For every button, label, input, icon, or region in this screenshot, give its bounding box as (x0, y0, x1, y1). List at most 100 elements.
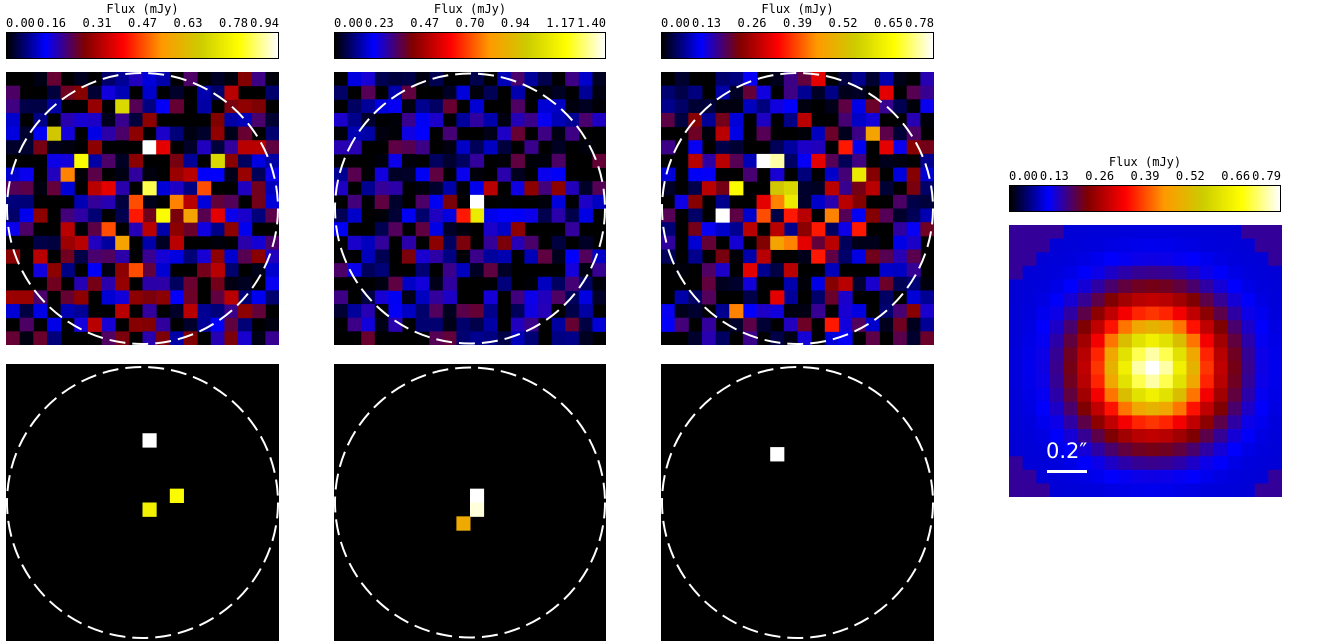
map-pixel (811, 290, 826, 305)
map-pixel (524, 140, 539, 155)
psf-pixel (1227, 469, 1242, 484)
map-pixel (402, 290, 417, 305)
map-pixel (906, 181, 921, 196)
map-pixel (60, 140, 75, 155)
map-pixel (838, 331, 853, 345)
colorbar-tick-label: 0.13 (692, 16, 721, 30)
map-pixel (388, 222, 403, 237)
map-pixel (33, 331, 48, 345)
psf-pixel (1104, 483, 1119, 497)
psf-pixel (1118, 265, 1133, 280)
map-pixel (429, 222, 444, 237)
aperture-circle (6, 72, 279, 345)
map-pixel (74, 290, 89, 305)
psf-pixel (1090, 442, 1106, 457)
map-pixel (87, 317, 103, 332)
map-pixel (688, 194, 703, 209)
map-pixel (470, 140, 485, 155)
map-pixel (197, 167, 212, 182)
psf-pixel (1090, 347, 1106, 362)
map-pixel (865, 72, 880, 87)
psf-pixel (1090, 225, 1106, 240)
map-pixel (33, 249, 48, 264)
map-pixel (156, 126, 171, 141)
map-pixel (742, 276, 758, 291)
psf-pixel (1118, 293, 1133, 308)
psf-pixel (1241, 265, 1256, 280)
map-pixel (824, 126, 839, 141)
map-pixel (729, 208, 744, 223)
map-pixel (388, 304, 403, 319)
map-pixel (811, 85, 826, 100)
map-pixel (142, 433, 157, 448)
map-pixel (893, 72, 908, 87)
map-pixel (470, 331, 485, 345)
map-pixel (783, 290, 798, 305)
psf-pixel (1159, 238, 1174, 253)
psf-pixel (1022, 225, 1037, 240)
psf-pixel (1241, 279, 1256, 294)
psf-pixel (1186, 374, 1201, 389)
map-pixel (906, 290, 921, 305)
psf-pixel (1090, 320, 1106, 335)
map-pixel (497, 194, 512, 209)
map-pixel (538, 194, 553, 209)
map-pixel (265, 140, 279, 155)
psf-pixel (1104, 401, 1119, 416)
psf-pixel (1200, 293, 1215, 308)
map-pixel (920, 304, 934, 319)
map-pixel (770, 194, 785, 209)
map-pixel (169, 331, 184, 345)
map-pixel (87, 263, 103, 278)
map-pixel (852, 167, 867, 182)
psf-pixel (1077, 265, 1092, 280)
map-pixel (238, 222, 253, 237)
map-pixel (334, 126, 349, 141)
map-pixel (770, 290, 785, 305)
psf-pixel (1241, 347, 1256, 362)
map-pixel (128, 263, 143, 278)
map-pixel (893, 140, 908, 155)
map-pixel (715, 72, 730, 87)
psf-pixel (1104, 429, 1119, 444)
psf-pixel (1036, 401, 1051, 416)
psf-pixel (1009, 469, 1024, 484)
psf-pixel (1036, 429, 1051, 444)
map-pixel (906, 331, 921, 345)
map-pixel (920, 167, 934, 182)
map-pixel (565, 331, 580, 345)
psf-pixel (1036, 415, 1051, 430)
map-pixel (893, 99, 908, 114)
map-pixel (688, 222, 703, 237)
map-pixel (347, 99, 362, 114)
map-pixel (402, 99, 417, 114)
map-pixel (852, 112, 867, 128)
psf-pixel (1022, 388, 1037, 403)
psf-pixel (1159, 320, 1174, 335)
psf-pixel (1227, 456, 1242, 471)
map-pixel (46, 153, 62, 169)
psf-pixel (1118, 320, 1133, 335)
map-pixel (210, 222, 225, 237)
map-pixel (183, 317, 198, 332)
psf-pixel (1077, 388, 1092, 403)
map-pixel (838, 304, 853, 319)
map-pixel (756, 235, 771, 250)
map-pixel (783, 181, 798, 196)
psf-pixel (1200, 320, 1215, 335)
psf-pixel (1063, 279, 1078, 294)
map-pixel (210, 167, 225, 182)
map-pixel (74, 235, 89, 250)
colorbar-tick-label: 0.79 (1252, 169, 1281, 183)
map-pixel (578, 99, 593, 114)
psf-pixel (1200, 469, 1215, 484)
psf-pixel (1241, 293, 1256, 308)
map-pixel (183, 276, 198, 291)
map-pixel (838, 194, 853, 209)
psf-pixel (1049, 279, 1065, 294)
map-pixel (906, 304, 921, 319)
map-pixel (578, 249, 593, 264)
map-pixel (811, 153, 826, 169)
map-pixel (74, 194, 89, 209)
psf-pixel (1227, 306, 1242, 321)
